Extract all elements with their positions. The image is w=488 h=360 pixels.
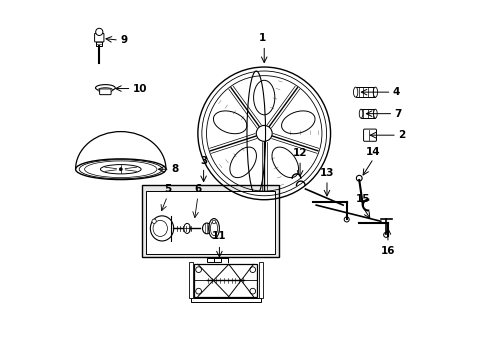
FancyBboxPatch shape <box>94 33 104 42</box>
Ellipse shape <box>372 87 377 97</box>
Circle shape <box>212 220 215 224</box>
Ellipse shape <box>95 85 115 91</box>
Circle shape <box>152 219 156 224</box>
Text: 14: 14 <box>366 147 380 157</box>
Bar <box>360 109 375 118</box>
Text: 9: 9 <box>120 35 127 45</box>
Circle shape <box>249 267 255 273</box>
Bar <box>145 191 274 253</box>
Text: 3: 3 <box>200 156 207 166</box>
Bar <box>194 264 257 297</box>
Text: 5: 5 <box>163 184 171 194</box>
Circle shape <box>195 288 201 294</box>
Circle shape <box>249 288 255 294</box>
Circle shape <box>356 175 362 181</box>
Circle shape <box>383 232 388 237</box>
Bar <box>96 41 102 46</box>
Bar <box>188 262 193 298</box>
Ellipse shape <box>98 87 113 92</box>
Bar <box>206 258 221 262</box>
Circle shape <box>344 217 348 222</box>
Ellipse shape <box>150 216 173 241</box>
Bar <box>258 262 263 298</box>
Text: 12: 12 <box>292 148 306 158</box>
Text: 6: 6 <box>194 184 201 194</box>
Ellipse shape <box>353 87 357 97</box>
Circle shape <box>96 28 102 36</box>
Ellipse shape <box>373 109 376 118</box>
FancyBboxPatch shape <box>363 129 376 141</box>
Circle shape <box>119 168 122 171</box>
Ellipse shape <box>202 223 211 234</box>
Text: 11: 11 <box>212 231 226 241</box>
Ellipse shape <box>208 219 219 238</box>
Bar <box>190 298 260 302</box>
Ellipse shape <box>183 224 190 233</box>
Text: 1: 1 <box>258 33 265 43</box>
Text: 10: 10 <box>132 84 147 94</box>
Text: 2: 2 <box>397 130 405 140</box>
Text: 7: 7 <box>394 109 401 119</box>
Text: 16: 16 <box>380 246 394 256</box>
Circle shape <box>195 267 201 273</box>
Bar <box>355 87 375 97</box>
Text: 8: 8 <box>171 164 179 174</box>
Text: 4: 4 <box>392 87 399 97</box>
Text: 13: 13 <box>319 168 333 178</box>
Ellipse shape <box>359 109 362 118</box>
Text: 15: 15 <box>355 194 369 204</box>
FancyBboxPatch shape <box>100 89 111 95</box>
Bar <box>142 185 278 257</box>
